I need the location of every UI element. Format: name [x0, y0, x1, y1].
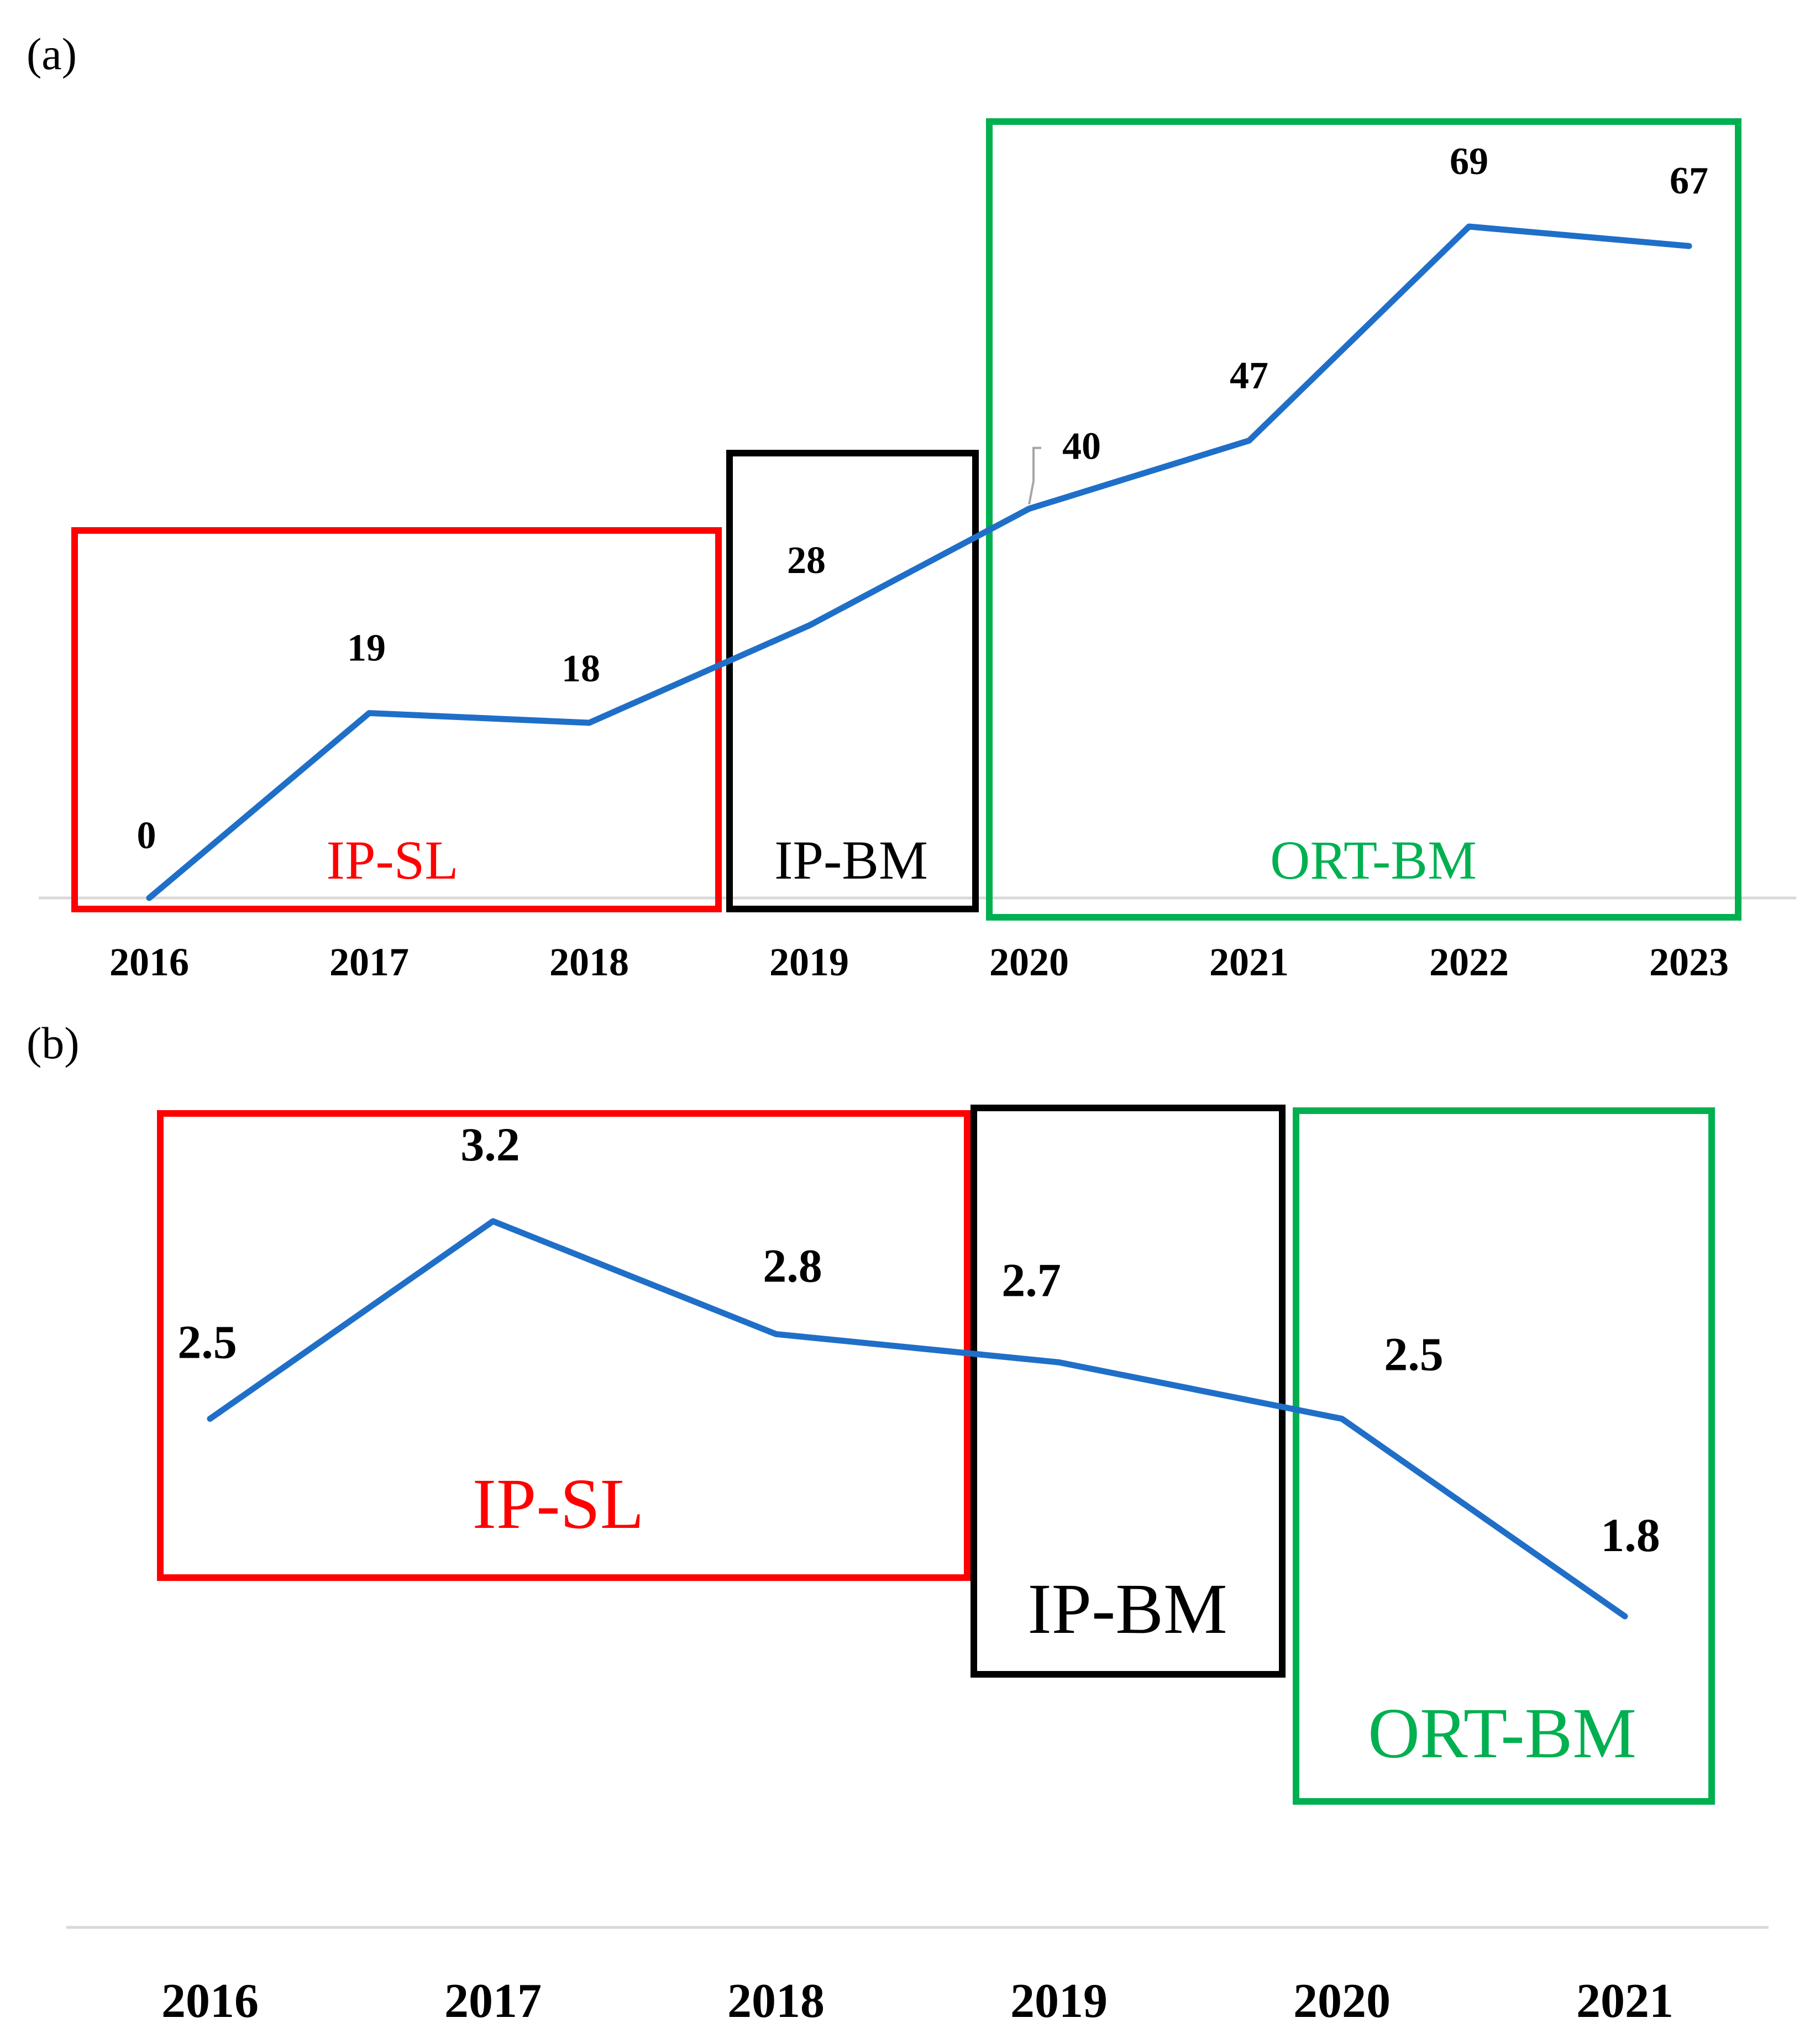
data-label: 69 — [1450, 140, 1488, 183]
x-tick-label: 2022 — [1429, 940, 1509, 984]
panel-a-data-labels: 0 19 18 28 40 47 69 67 — [137, 140, 1709, 857]
panel-a-x-axis: 2016 2017 2018 2019 2020 2021 2022 2023 — [109, 940, 1729, 984]
x-tick-label: 2016 — [161, 1974, 259, 2028]
x-tick-label: 2020 — [1293, 1974, 1391, 2028]
panel-b-data-labels: 2.5 3.2 2.8 2.7 2.5 1.8 — [177, 1118, 1660, 1562]
data-label: 2.7 — [1001, 1253, 1061, 1306]
data-label: 0 — [137, 815, 156, 857]
phase-label-ip-bm: IP-BM — [774, 829, 928, 891]
data-label: 67 — [1670, 160, 1708, 202]
data-label: 19 — [347, 627, 386, 669]
panel-b-series — [207, 1218, 1628, 1620]
panel-a: (a) IP-SL IP-BM ORT-BM 2016 2017 2018 2019 202… — [27, 29, 1796, 984]
x-tick-label: 2018 — [727, 1974, 825, 2028]
phase-label-ip-sl: IP-SL — [473, 1464, 644, 1544]
data-label: 2.8 — [763, 1239, 822, 1292]
data-label: 1.8 — [1601, 1509, 1660, 1562]
phase-label-ip-sl: IP-SL — [327, 829, 459, 891]
panel-b-x-axis: 2016 2017 2018 2019 2020 2021 — [161, 1974, 1674, 2028]
x-tick-label: 2016 — [109, 940, 189, 984]
phase-box-ip-bm — [726, 450, 979, 912]
phase-box-ip-sl — [71, 527, 722, 912]
x-tick-label: 2023 — [1649, 940, 1729, 984]
phase-label-ip-bm: IP-BM — [1027, 1569, 1227, 1649]
panel-b-label: (b) — [27, 1018, 80, 1068]
phase-label-ort-bm: ORT-BM — [1270, 829, 1477, 891]
panel-a-series — [146, 223, 1692, 901]
x-tick-label: 2021 — [1209, 940, 1289, 984]
data-label: 2.5 — [177, 1316, 237, 1369]
panel-a-label: (a) — [27, 29, 77, 79]
phase-box-ort-bm — [986, 118, 1741, 921]
phase-box-ip-sl — [157, 1110, 971, 1581]
x-tick-label: 2017 — [329, 940, 409, 984]
panel-b-phase-boxes: IP-SL IP-BM ORT-BM — [157, 1105, 1715, 1805]
x-tick-label: 2017 — [444, 1974, 542, 2028]
x-tick-label: 2019 — [1010, 1974, 1108, 2028]
data-label: 3.2 — [460, 1118, 520, 1171]
x-tick-label: 2020 — [989, 940, 1069, 984]
panel-a-phase-boxes: IP-SL IP-BM ORT-BM — [71, 118, 1741, 921]
data-label: 18 — [562, 648, 600, 690]
panel-b: (b) IP-SL IP-BM ORT-BM 2016 2017 2018 2019 202… — [27, 1018, 1769, 2028]
x-tick-label: 2018 — [549, 940, 629, 984]
phase-box-ort-bm — [1293, 1107, 1715, 1805]
phase-box-ip-bm — [971, 1105, 1286, 1678]
phase-label-ort-bm: ORT-BM — [1368, 1694, 1636, 1773]
data-label-leader-line — [1028, 446, 1041, 505]
data-label: 47 — [1230, 354, 1268, 397]
data-label: 28 — [787, 539, 826, 582]
x-tick-label: 2021 — [1576, 1974, 1674, 2028]
x-tick-label: 2019 — [769, 940, 849, 984]
data-label: 2.5 — [1384, 1328, 1444, 1381]
series-line — [146, 223, 1692, 901]
series-line — [207, 1218, 1628, 1620]
data-label: 40 — [1062, 425, 1101, 468]
